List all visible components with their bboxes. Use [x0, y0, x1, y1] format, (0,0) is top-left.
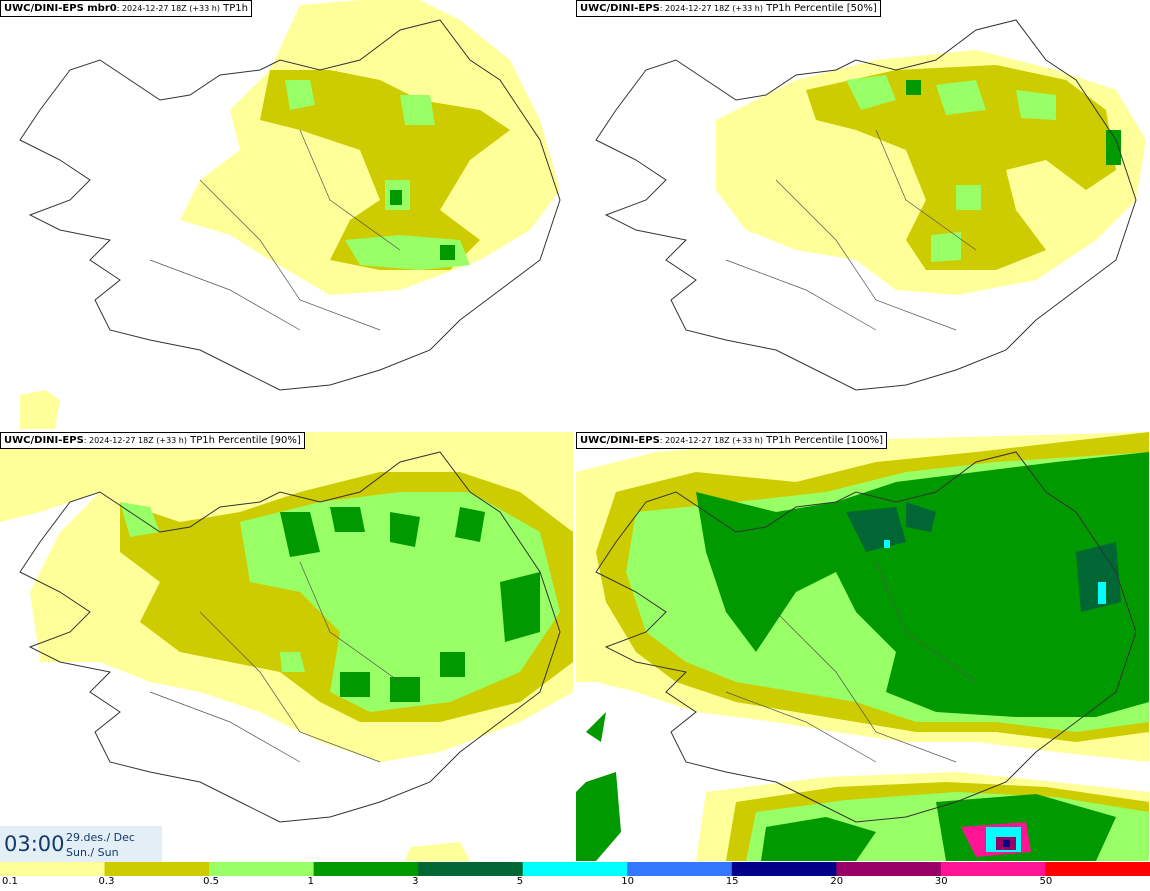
legend-tick-label: 30: [934, 876, 948, 887]
map-panel-percentile-50: UWC/DINI-EPS: 2024-12-27 18Z (+33 h) TP1…: [576, 0, 1149, 429]
legend-tick-label: 0.3: [98, 876, 115, 887]
valid-time-date: 29.des./ Dec Sun./ Sun: [66, 830, 135, 860]
precip-legend: [0, 862, 1150, 891]
precip-green-area: [696, 452, 1149, 717]
legend-swatch: [522, 862, 628, 876]
legend-swatch: [313, 862, 419, 876]
iceland-coastline: [595, 451, 1137, 823]
precip-yellow-area: [20, 390, 60, 429]
iceland-coastline: [19, 19, 561, 391]
precip-darkgreen-area: [846, 502, 1121, 612]
legend-tick-label: 20: [830, 876, 844, 887]
legend-swatch: [940, 862, 1046, 876]
precip-olive-area: [260, 70, 510, 270]
legend-tick-label: 0.5: [203, 876, 219, 887]
legend-tick-label: 10: [621, 876, 634, 887]
panel-title: UWC/DINI-EPS: 2024-12-27 18Z (+33 h) TP1…: [576, 432, 888, 449]
legend-tick-label: 0.1: [2, 876, 18, 887]
precip-lightgreen-area: [345, 235, 470, 270]
precip-green-area: [390, 190, 455, 260]
precip-map-p90: [0, 432, 573, 861]
region-borders: [725, 561, 977, 763]
legend-tick-label: 15: [725, 876, 739, 887]
valid-time-clock: 03:00: [4, 832, 65, 856]
map-panel-percentile-90: UWC/DINI-EPS: 2024-12-27 18Z (+33 h) TP1…: [0, 432, 573, 861]
panel-title: UWC/DINI-EPS: 2024-12-27 18Z (+33 h) TP1…: [576, 0, 881, 17]
region-borders: [149, 561, 401, 763]
legend-swatch: [209, 862, 315, 876]
precip-yellow-area: [405, 842, 470, 861]
valid-time-box: 03:00 29.des./ Dec Sun./ Sun: [0, 826, 162, 862]
legend-tick-label: 3: [412, 876, 419, 887]
day-label: Sun./ Sun: [66, 846, 119, 859]
precip-lightgreen-area: [240, 492, 560, 712]
date-label: 29.des./ Dec: [66, 831, 135, 844]
legend-swatch: [1045, 862, 1150, 876]
precip-green-area: [280, 507, 540, 702]
precip-navy-area: [1003, 840, 1010, 847]
region-borders: [149, 129, 401, 331]
legend-tick-label: 50: [1039, 876, 1053, 887]
precip-lightgreen-area: [120, 502, 305, 672]
precip-map-p100: [576, 432, 1149, 861]
legend-swatch: [836, 862, 942, 876]
legend-tick-label: 1: [307, 876, 314, 887]
panel-title: UWC/DINI-EPS: 2024-12-27 18Z (+33 h) TP1…: [0, 432, 305, 449]
legend-swatch: [731, 862, 837, 876]
legend-swatch: [0, 862, 106, 876]
region-borders: [725, 129, 977, 331]
legend-tick-label: 5: [516, 876, 524, 887]
map-panel-member0: UWC/DINI-EPS mbr0: 2024-12-27 18Z (+33 h…: [0, 0, 573, 429]
legend-swatch: [104, 862, 210, 876]
precip-lightgreen-area: [285, 80, 435, 210]
legend-swatch: [418, 862, 524, 876]
iceland-coastline: [19, 451, 561, 823]
precip-green-area: [576, 712, 621, 861]
panel-title: UWC/DINI-EPS mbr0: 2024-12-27 18Z (+33 h…: [0, 0, 252, 17]
iceland-coastline: [595, 19, 1137, 391]
map-panel-percentile-100: UWC/DINI-EPS: 2024-12-27 18Z (+33 h) TP1…: [576, 432, 1149, 861]
precip-lightgreen-area: [846, 75, 1056, 262]
legend-colorbar: [0, 862, 1150, 876]
precip-map-p50: [595, 19, 1146, 391]
precip-map-member0: [19, 0, 561, 429]
legend-swatch: [627, 862, 733, 876]
